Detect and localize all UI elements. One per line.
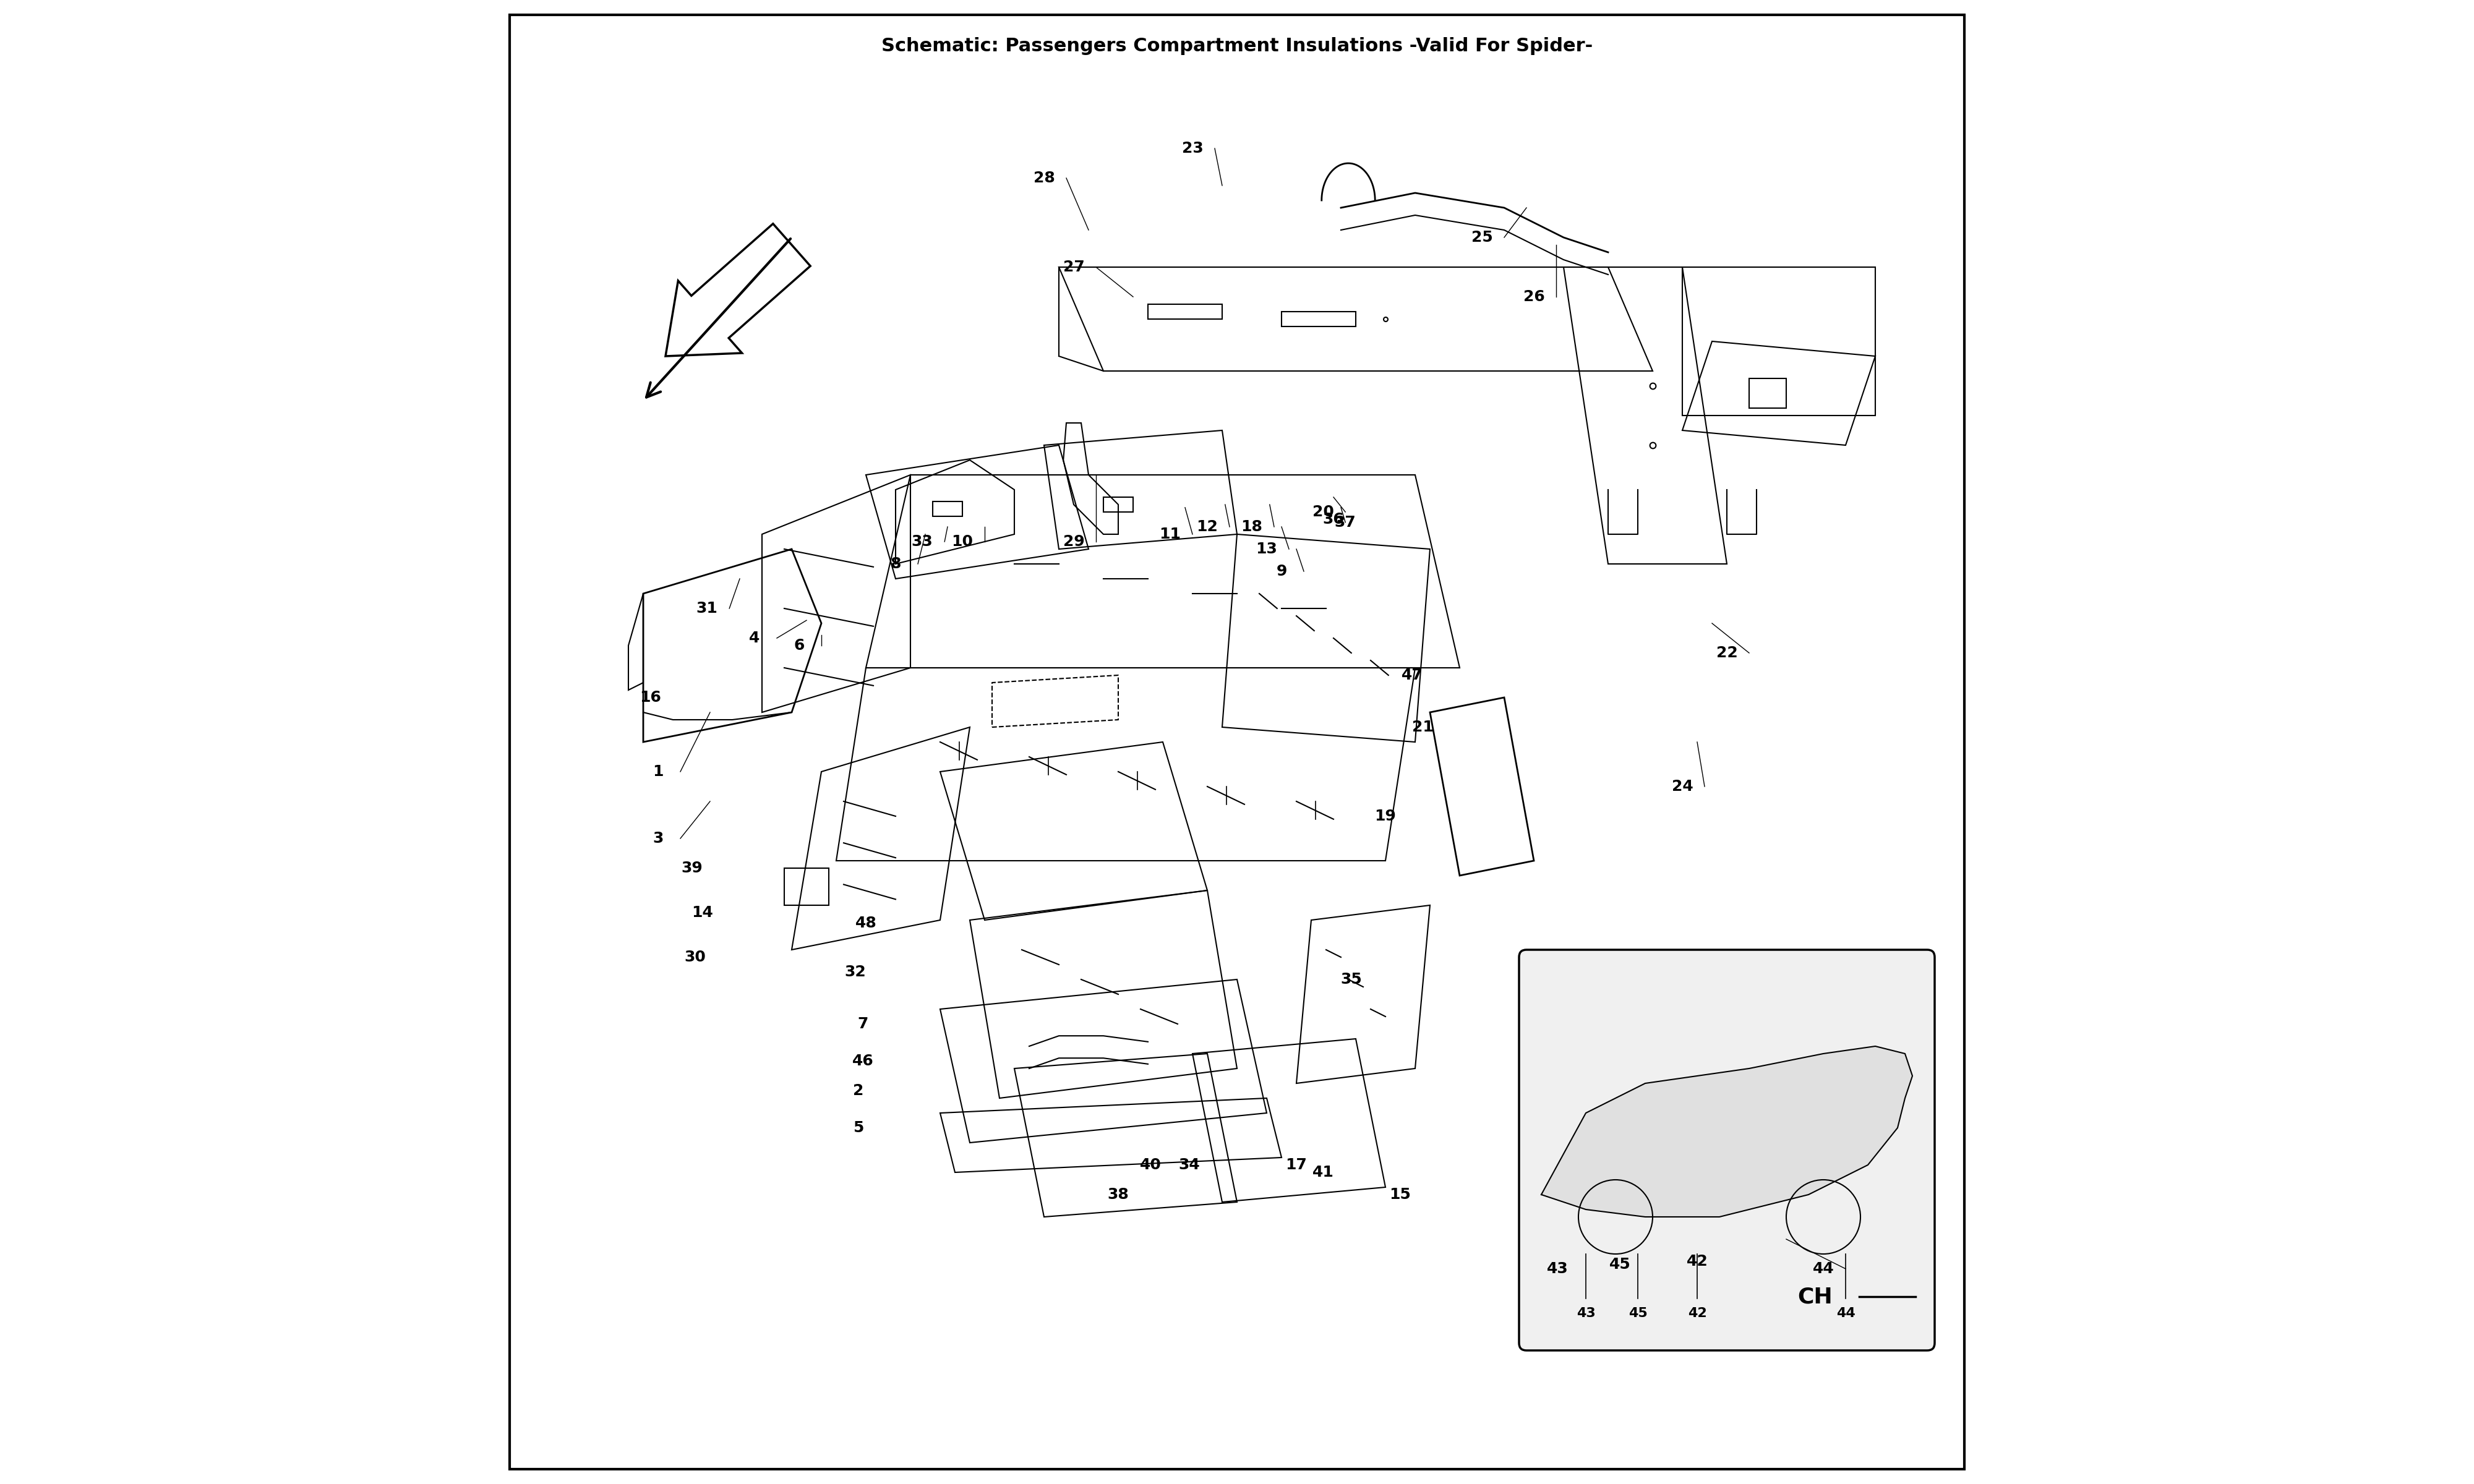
- Text: 45: 45: [1608, 1257, 1630, 1272]
- Text: 30: 30: [685, 950, 705, 965]
- Text: 15: 15: [1390, 1187, 1410, 1202]
- Bar: [784, 868, 829, 905]
- Text: 8: 8: [891, 556, 901, 571]
- Text: 26: 26: [1524, 289, 1544, 304]
- Text: 43: 43: [1546, 1261, 1569, 1276]
- Text: 34: 34: [1178, 1158, 1200, 1172]
- Text: 9: 9: [1277, 564, 1286, 579]
- Text: 13: 13: [1257, 542, 1277, 556]
- Text: 38: 38: [1108, 1187, 1128, 1202]
- Text: 24: 24: [1672, 779, 1692, 794]
- Text: 4: 4: [750, 631, 760, 646]
- Polygon shape: [1541, 1046, 1912, 1217]
- Text: 16: 16: [641, 690, 661, 705]
- Text: CH: CH: [1799, 1287, 1833, 1307]
- FancyBboxPatch shape: [1519, 950, 1935, 1350]
- Text: 37: 37: [1333, 515, 1356, 530]
- Text: 10: 10: [952, 534, 972, 549]
- Text: 41: 41: [1311, 1165, 1333, 1180]
- Text: 42: 42: [1687, 1307, 1707, 1319]
- Text: 22: 22: [1717, 646, 1737, 660]
- Text: 14: 14: [693, 905, 713, 920]
- Text: 20: 20: [1311, 505, 1333, 519]
- Text: 47: 47: [1400, 668, 1423, 683]
- Text: 17: 17: [1286, 1158, 1306, 1172]
- Text: 35: 35: [1341, 972, 1363, 987]
- Text: 39: 39: [680, 861, 703, 876]
- Text: Schematic: Passengers Compartment Insulations -Valid For Spider-: Schematic: Passengers Compartment Insula…: [881, 37, 1593, 55]
- Text: 29: 29: [1064, 534, 1084, 549]
- Text: 33: 33: [910, 534, 933, 549]
- Text: 6: 6: [794, 638, 804, 653]
- Text: 3: 3: [653, 831, 663, 846]
- Text: 44: 44: [1813, 1261, 1833, 1276]
- FancyArrow shape: [666, 224, 811, 356]
- Bar: [1103, 497, 1133, 512]
- Text: 28: 28: [1034, 171, 1054, 186]
- Text: 19: 19: [1376, 809, 1395, 824]
- Text: 46: 46: [851, 1054, 873, 1068]
- Text: 45: 45: [1628, 1307, 1648, 1319]
- Text: 36: 36: [1324, 512, 1343, 527]
- Text: 11: 11: [1160, 527, 1180, 542]
- Text: 21: 21: [1413, 720, 1432, 735]
- Text: 44: 44: [1836, 1307, 1856, 1319]
- Text: 27: 27: [1064, 260, 1084, 275]
- Text: 32: 32: [844, 965, 866, 979]
- Text: 5: 5: [854, 1120, 863, 1135]
- Text: 18: 18: [1242, 519, 1262, 534]
- Text: 31: 31: [695, 601, 717, 616]
- Text: 7: 7: [858, 1017, 868, 1031]
- Text: 40: 40: [1141, 1158, 1163, 1172]
- Text: 1: 1: [653, 764, 663, 779]
- Text: 12: 12: [1197, 519, 1217, 534]
- Bar: [933, 502, 962, 516]
- Text: 2: 2: [854, 1083, 863, 1098]
- Text: 48: 48: [856, 916, 876, 930]
- Text: 23: 23: [1183, 141, 1202, 156]
- Bar: [1749, 378, 1786, 408]
- Text: 43: 43: [1576, 1307, 1596, 1319]
- Text: 25: 25: [1472, 230, 1492, 245]
- Text: 42: 42: [1687, 1254, 1707, 1269]
